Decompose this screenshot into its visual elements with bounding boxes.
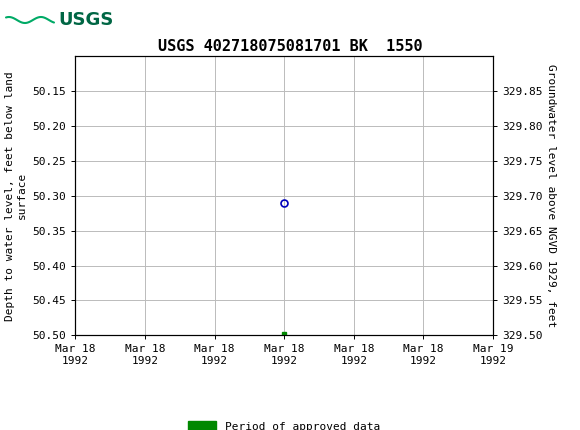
Text: USGS 402718075081701 BK  1550: USGS 402718075081701 BK 1550	[158, 39, 422, 54]
Y-axis label: Depth to water level, feet below land
surface: Depth to water level, feet below land su…	[5, 71, 27, 320]
Text: USGS: USGS	[58, 11, 113, 29]
Legend: Period of approved data: Period of approved data	[184, 417, 385, 430]
FancyBboxPatch shape	[4, 4, 104, 36]
Y-axis label: Groundwater level above NGVD 1929, feet: Groundwater level above NGVD 1929, feet	[546, 64, 556, 327]
